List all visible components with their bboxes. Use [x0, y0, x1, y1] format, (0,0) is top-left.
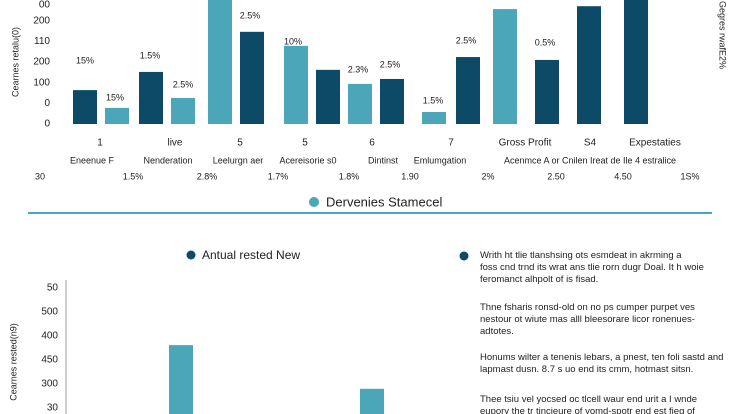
row-value: 30	[35, 171, 45, 181]
x-tick-label: S4	[584, 138, 597, 149]
y2-axis-label: Gegres rwafE2%	[718, 1, 728, 69]
note: Honums wilter a tenenis lebars, a pnest,…	[480, 352, 730, 376]
annotation: 2.5%	[380, 59, 401, 69]
x-tick-label: 5	[237, 138, 243, 149]
row-label: Acereisorie s0	[279, 155, 336, 165]
bar	[422, 112, 446, 124]
y-tick-label: 30	[47, 403, 59, 414]
row-label: Eneenue F	[70, 155, 115, 165]
row-value: 2.50	[547, 171, 565, 181]
y-tick-label: 300	[41, 379, 58, 390]
bar	[535, 59, 559, 124]
annotation: 2.3%	[348, 64, 369, 74]
y-tick-label: 200	[33, 57, 50, 68]
annotation: 1.5%	[423, 95, 444, 105]
y-tick-label: 450	[41, 355, 58, 366]
y-tick-label: 110	[34, 36, 50, 47]
annotation: 2.5%	[240, 10, 261, 20]
bar	[105, 107, 129, 124]
note: Writh ht tlie tlanshsing ots esmdeat in …	[480, 250, 730, 286]
y-tick-label: 400	[41, 331, 58, 342]
y-tick-label: 0	[44, 119, 50, 130]
x-tick-label: 1	[97, 138, 103, 149]
row-label: Emlumgation	[414, 155, 467, 165]
y-tick-label: 0	[44, 98, 50, 109]
annotation: 1.5%	[140, 50, 161, 60]
row-value: 4.50	[614, 171, 632, 181]
x-tick-label: live	[167, 138, 182, 149]
note-line: adtotes.	[480, 326, 514, 337]
x-tick-label: Expestaties	[629, 138, 681, 149]
note-line: Thne fsharis ronsd-old on no ps cumper p…	[480, 302, 695, 313]
bar	[284, 45, 308, 124]
y-axis-label: Cearnes rested(n9)	[8, 323, 18, 401]
x-tick-label: Gross Profit	[499, 138, 552, 149]
y-tick-label: 50	[47, 283, 59, 294]
bar	[456, 57, 480, 124]
bar	[208, 0, 232, 124]
bar	[240, 31, 264, 124]
annotation: 15%	[106, 92, 124, 102]
y-tick-label: 500	[41, 307, 58, 318]
row-value: 2.8%	[197, 171, 218, 181]
x-tick-label: 5	[302, 138, 308, 149]
note-dot	[459, 251, 469, 261]
bar	[169, 345, 193, 414]
section-title: Dervenies Stamecel	[326, 194, 442, 209]
row-value: 1.8%	[339, 171, 360, 181]
note-line: Honums wilter a tenenis lebars, a pnest,…	[480, 352, 724, 363]
note-line: lapmast dusn. 8.7 s uo end its cmm, hotm…	[480, 364, 694, 375]
annotation: 15%	[76, 55, 94, 65]
bar	[577, 6, 601, 125]
note: Thne fsharis ronsd-old on no ps cumper p…	[480, 302, 730, 338]
bar	[73, 90, 97, 124]
annotation: 2.5%	[456, 35, 477, 45]
bar	[493, 9, 517, 125]
y-tick-label: 100	[33, 77, 50, 88]
bar	[624, 0, 648, 124]
note-line: feromanct alhpolt of is fisad.	[480, 274, 599, 285]
note-line: Thee tsiu vel yocsed oc tlcell waur end …	[480, 394, 698, 405]
x-tick-label: 7	[448, 138, 454, 149]
note-line: nestour ot wiute mas alll bleesorare lic…	[480, 314, 695, 325]
row-label: Leelurgn aer	[213, 155, 264, 165]
x-tick-label: 6	[369, 138, 375, 149]
y-tick-label: 00	[39, 0, 51, 11]
row-value: 1.5%	[123, 171, 144, 181]
row-label: Nenderation	[143, 155, 192, 165]
row-value: 2%	[481, 171, 494, 181]
annotation: 0.5%	[535, 37, 556, 47]
bar	[360, 388, 384, 414]
note-line: eupory the tr tincieure of yomd-spotr en…	[480, 406, 695, 414]
bar	[139, 71, 163, 124]
annotation: 10%	[284, 36, 302, 46]
chart-title: Antual rested New	[202, 248, 300, 262]
row-value: 1.7%	[268, 171, 289, 181]
row-label: Dintinst	[368, 155, 399, 165]
row-label: Acenmce A or Cnilen Ireat de Ile 4 estra…	[504, 155, 676, 165]
y-tick-label: 200	[33, 15, 50, 26]
row-value: 1.90	[401, 171, 419, 181]
row-value: 1S%	[680, 171, 699, 181]
chart-dot	[186, 250, 196, 260]
note: Thee tsiu vel yocsed oc tlcell waur end …	[480, 394, 730, 414]
y-axis-label: Cearnes retalu(0)	[10, 27, 20, 97]
bar	[171, 97, 195, 124]
bar	[348, 83, 372, 124]
bar	[316, 69, 340, 124]
annotation: 2.5%	[173, 79, 194, 89]
section-dot	[309, 197, 319, 207]
note-line: Writh ht tlie tlanshsing ots esmdeat in …	[480, 250, 682, 261]
bar	[380, 78, 404, 124]
note-line: foss cnd trnd its wrat ans tlie rorn dug…	[480, 262, 704, 273]
